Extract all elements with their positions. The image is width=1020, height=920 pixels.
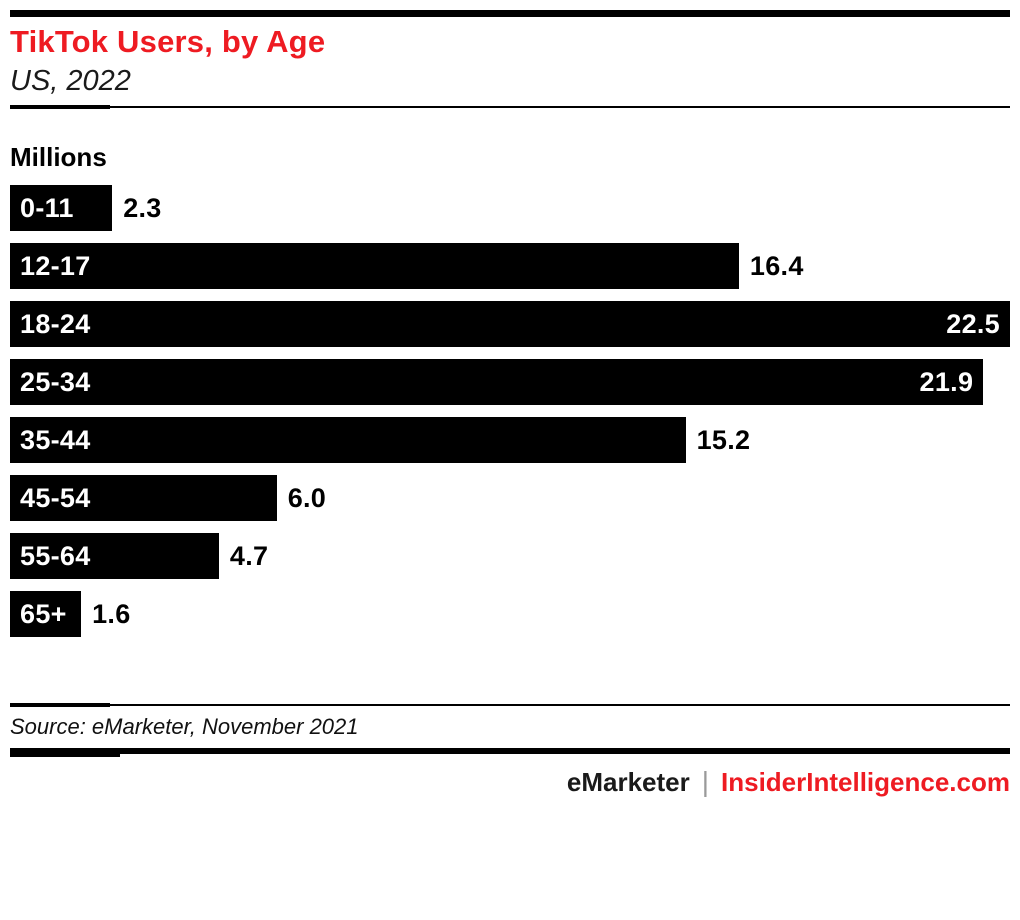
brand-emarketer: eMarketer <box>566 767 690 797</box>
chart-title: TikTok Users, by Age <box>10 24 326 59</box>
bar-12-17: 12-17 <box>10 243 739 289</box>
bar-row: 0-11 2.3 <box>10 185 1010 231</box>
bar-chart: 0-11 2.3 12-17 16.4 18-24 22.5 25-34 21.9 35-44 1… <box>10 185 1010 637</box>
source-divider-rule <box>10 703 1010 707</box>
bar-value-label: 6.0 <box>287 482 327 513</box>
bar-row: 65+ 1.6 <box>10 591 1010 637</box>
bar-category-label: 0-11 <box>20 192 74 223</box>
bar-65+: 65+ <box>10 591 82 637</box>
bar-row: 25-34 21.9 <box>10 359 1010 405</box>
chart-subtitle: US, 2022 <box>10 65 131 97</box>
top-accent-bar <box>10 10 1010 17</box>
bar-category-label: 35-44 <box>20 424 91 455</box>
bar-category-label: 12-17 <box>20 250 91 281</box>
bar-value-label: 21.9 <box>919 366 974 397</box>
bar-row: 18-24 22.5 <box>10 301 1010 347</box>
unit-label: Millions <box>10 142 107 172</box>
bar-value-label: 16.4 <box>749 250 804 281</box>
bar-55-64: 55-64 <box>10 533 219 579</box>
bar-value-label: 4.7 <box>229 540 269 571</box>
brand-row: eMarketer | InsiderIntelligence.com <box>10 766 1010 798</box>
bar-35-44: 35-44 <box>10 417 686 463</box>
header-divider-rule <box>10 105 1010 109</box>
brand-divider: | <box>701 766 710 797</box>
bar-25-34: 25-34 21.9 <box>10 359 984 405</box>
bar-category-label: 65+ <box>20 598 67 629</box>
bar-row: 12-17 16.4 <box>10 243 1010 289</box>
bar-category-label: 55-64 <box>20 540 91 571</box>
bar-category-label: 45-54 <box>20 482 91 513</box>
bar-value-label: 15.2 <box>696 424 751 455</box>
bar-category-label: 18-24 <box>20 308 91 339</box>
source-line: Source: eMarketer, November 2021 <box>10 714 359 739</box>
bar-value-label: 1.6 <box>92 598 131 629</box>
bar-row: 45-54 6.0 <box>10 475 1010 521</box>
bottom-accent-bar <box>10 748 1010 757</box>
bar-45-54: 45-54 <box>10 475 277 521</box>
bar-value-label: 22.5 <box>946 308 1000 339</box>
bar-row: 35-44 15.2 <box>10 417 1010 463</box>
bar-row: 55-64 4.7 <box>10 533 1010 579</box>
bar-category-label: 25-34 <box>20 366 91 397</box>
brand-insider-intelligence: InsiderIntelligence.com <box>721 767 1010 797</box>
bar-value-label: 2.3 <box>123 192 162 223</box>
bar-18-24: 18-24 22.5 <box>10 301 1010 347</box>
bar-0-11: 0-11 <box>10 185 113 231</box>
